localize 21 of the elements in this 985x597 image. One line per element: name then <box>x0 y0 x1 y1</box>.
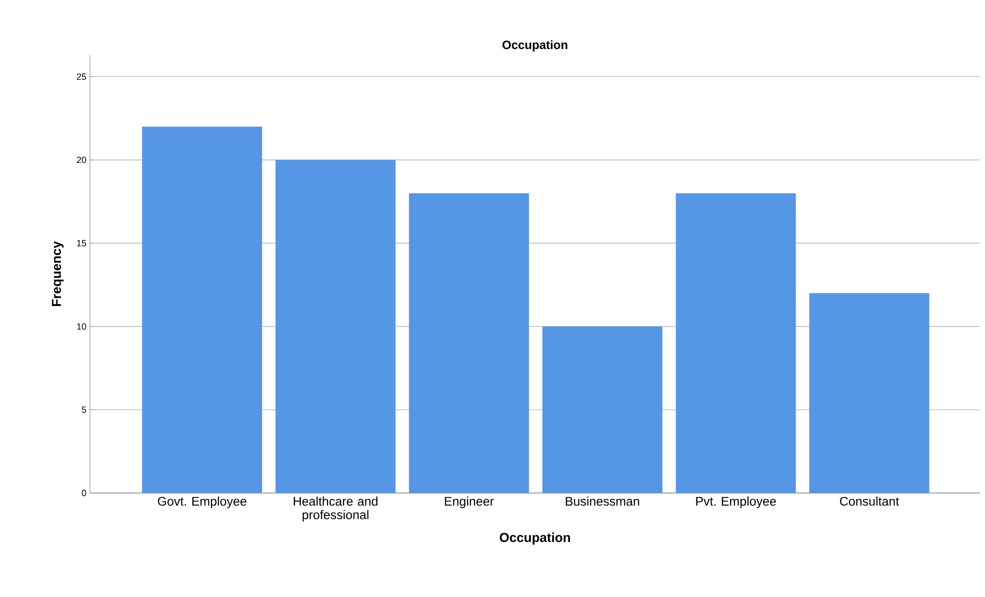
x-tick-label: Healthcare and professional <box>294 496 378 522</box>
x-tick-label: Engineer <box>444 496 494 508</box>
y-tick-label: 15 <box>77 240 86 246</box>
x-tick-label: Consultant <box>840 496 900 506</box>
y-tick-label: 25 <box>76 73 86 80</box>
y-tick-label: 20 <box>76 156 86 164</box>
bar <box>676 193 796 493</box>
y-tick-label: 10 <box>77 323 86 330</box>
x-tick-label: Govt. Employee <box>158 496 246 508</box>
x-tick-label: Businessman <box>566 496 640 506</box>
bar <box>276 160 396 493</box>
y-tick-label: 0 <box>82 490 86 496</box>
bar <box>408 193 529 493</box>
chart-title: Occupation <box>502 40 568 52</box>
y-axis-title: Frequency <box>52 241 64 306</box>
bar <box>809 293 930 493</box>
x-axis-title: Occupation <box>500 532 570 545</box>
bar <box>142 126 262 493</box>
x-tick-label: Pvt. Employee <box>696 496 776 508</box>
y-tick-label: 5 <box>82 406 86 413</box>
bar <box>542 326 662 493</box>
